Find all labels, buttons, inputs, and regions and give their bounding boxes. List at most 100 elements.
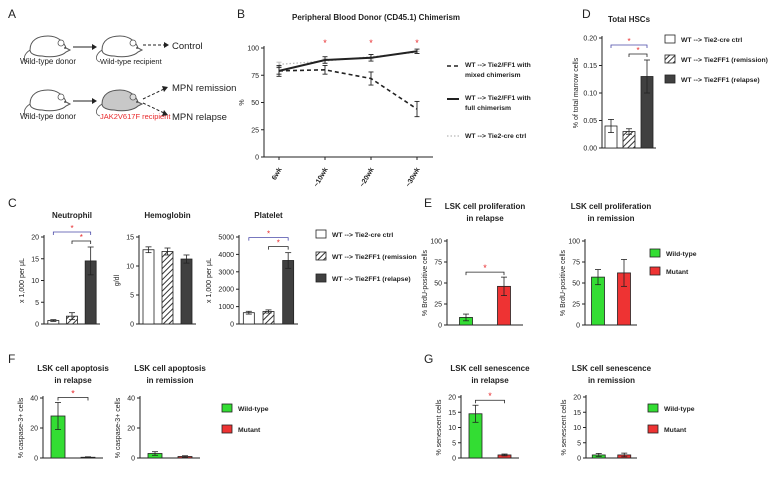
y-tick-label: 20 [127,426,135,433]
y-tick-label: 5 [452,440,456,447]
significance-bracket [52,231,92,236]
mouse-icon [96,89,144,117]
panel-letter-f: F [8,352,15,366]
y-tick-label: 3000 [218,269,234,276]
y-tick-label: 0 [452,456,456,463]
y-tick-label: 0.10 [583,91,597,98]
y-tick-label: 50 [434,281,442,288]
legend-label: WT --> Tie2-cre ctrl [465,133,526,140]
legend-swatch [664,74,676,84]
bar [180,258,193,325]
outcome-relapse: MPN relapse [172,112,227,123]
significance-star: * [488,391,492,401]
y-tick-label: 0 [130,322,134,329]
significance-star: * [267,230,270,239]
y-tick-label: 5000 [218,235,234,242]
chart-g-senescence-remission: LSK cell senescence in remission 0 5 10 15 20%… [561,364,695,463]
recipient-label-1: Wild-type recipient [100,57,163,66]
y-tick-label: 15 [573,410,581,417]
y-tick-label: 2000 [218,287,234,294]
y-tick-label: 20 [30,426,38,433]
significance-star: * [369,38,373,48]
panel-letter-b: B [237,7,245,21]
legend-label: Mutant [664,427,687,434]
y-tick-label: 10 [448,425,456,432]
legend-label: WT --> Tie2FF1 (relapse) [681,77,760,84]
chart-title-line: in remission [588,376,635,385]
significance-star: * [71,389,75,399]
legend-swatch [664,34,676,44]
significance-star: * [415,38,419,48]
y-tick-label: 5 [130,293,134,300]
y-tick-label: 15 [448,410,456,417]
arrowhead [92,44,97,50]
mouse-icon [24,89,72,117]
legend-label: WT --> Tie2/FF1 with [465,95,531,102]
series-line [278,68,418,110]
chart-title: Platelet [254,211,283,220]
legend-label: Mutant [666,269,689,276]
significance-bracket [628,53,648,57]
recipient-label-1-text: Wild-type recipient [100,57,163,66]
y-tick-label: 20 [31,235,39,242]
legend-label: WT --> Tie2-cre ctrl [332,232,393,239]
legend-swatch [647,403,659,413]
legend-swatch [315,251,327,261]
y-tick-label: 0 [35,322,39,329]
chart-title-line: LSK cell proliferation [445,202,526,211]
chart-c-platelet: Platelet 0 1000 2000 3000 4000 5000 x 1,000 per… [206,211,417,329]
legend-label: mixed chimerism [465,72,521,79]
y-tick-label: 10 [126,264,134,271]
legend-label: Wild-type [664,406,695,413]
chart-c-hemoglobin: Hemoglobin 0 5 10 15 g/dl [114,211,196,329]
arrowhead [164,42,169,48]
y-tick-label: 0 [438,323,442,330]
chart-b-chimerism: Peripheral Blood Donor (CD45.1) Chimeris… [239,13,531,188]
recipient-label-2: JAK2V617F recipient [100,112,171,121]
legend-label: WT --> Tie2-cre ctrl [681,37,742,44]
y-tick-label: 15 [126,235,134,242]
legend-swatch [649,266,661,276]
legend-swatch [221,424,233,434]
y-tick-label: 0.00 [583,146,597,153]
chart-title-line: in relapse [466,214,504,223]
significance-bracket [71,240,92,245]
chart-title-line: LSK cell proliferation [571,202,652,211]
chart-title-line: in relapse [471,376,509,385]
y-axis-label: % senescent cells [436,399,443,456]
y-tick-label: 0 [577,456,581,463]
donor-label-1: Wild-type donor [20,57,76,66]
outcome-control: Control [172,41,203,52]
significance-bracket [57,397,89,401]
chart-g-senescence-relapse: LSK cell senescence in relapse 0 5 10 15 20 % s… [436,364,530,463]
y-axis-label: % [239,99,246,105]
y-axis-label: % BrdU-positive cells [560,249,567,316]
bar [161,251,174,325]
significance-star: * [70,224,73,233]
chart-f-apoptosis-remission: LSK cell apoptosis in remission 0 20 40 % cas… [115,364,269,463]
x-tick-label: ~20wk [359,166,376,188]
legend-label: WT --> Tie2/FF1 with [465,62,531,69]
chart-e-proliferation-remission: LSK cell proliferation in remission 0 25 50 7… [560,202,697,330]
mouse-icon [96,35,144,63]
significance-bracket [268,246,289,250]
y-tick-label: 25 [572,302,580,309]
y-tick-label: 20 [448,395,456,402]
y-axis-label: g/dl [114,274,121,286]
y-tick-label: 100 [568,239,580,246]
chart-title: Peripheral Blood Donor (CD45.1) Chimeris… [292,13,460,22]
x-tick-label: ~10wk [313,166,330,188]
arrowhead [162,86,168,92]
chart-title: Total HSCs [608,15,651,24]
x-tick-label: 6wk [271,166,284,181]
significance-bracket [465,271,505,276]
y-tick-label: 100 [430,239,442,246]
y-tick-label: 25 [251,127,259,134]
bar [282,260,295,325]
y-tick-label: 0.05 [583,118,597,125]
legend-swatch [647,424,659,434]
y-tick-label: 75 [572,260,580,267]
panel-a-schematic: Wild-type donor Wild-type recipient Cont… [20,35,236,123]
legend-swatch [315,273,327,283]
